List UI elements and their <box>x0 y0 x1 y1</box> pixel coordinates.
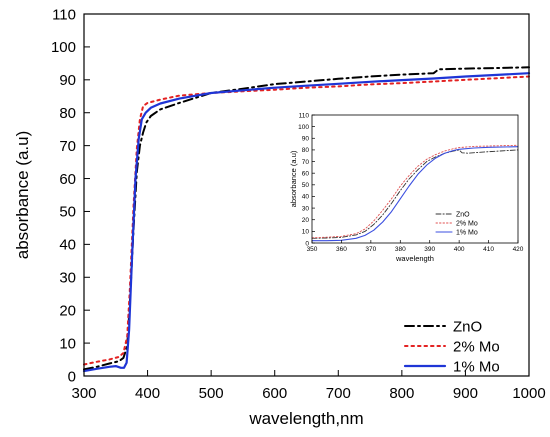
inset-y-tick-label: 20 <box>302 217 310 224</box>
main-y-tick-label: 60 <box>59 171 76 188</box>
inset-x-tick-label: 400 <box>454 246 465 253</box>
inset-series-line-2 <box>311 144 519 239</box>
main-y-axis-label: absorbance (a.u) <box>13 131 32 260</box>
main-plot-frame <box>83 13 530 377</box>
main-x-tick-label: 1000 <box>512 385 545 402</box>
inset-y-tick-label: 0 <box>305 240 309 247</box>
main-x-tick-label: 500 <box>199 385 224 402</box>
main-y-tick-label: 90 <box>59 72 76 89</box>
inset-legend-label-2: 2% Mo <box>456 220 478 227</box>
inset-x-tick-label: 410 <box>483 246 494 253</box>
inset-legend: ZnO 2% Mo 1% Mo <box>435 211 478 236</box>
inset-y-tick-label: 90 <box>302 136 310 143</box>
inset-y-tick-label: 50 <box>302 182 310 189</box>
main-chart: 300 400 500 600 700 800 900 1000010203040506070… <box>13 6 546 428</box>
main-x-tick-label: 300 <box>71 385 96 402</box>
main-series-line-2 <box>83 75 530 366</box>
inset-y-tick-label: 40 <box>302 194 310 201</box>
inset-y-tick-label: 60 <box>302 170 310 177</box>
main-x-tick-label: 600 <box>262 385 287 402</box>
main-legend-label-1: ZnO <box>453 318 482 335</box>
main-y-tick-label: 40 <box>59 237 76 254</box>
inset-series-line-3 <box>311 146 519 242</box>
inset-y-tick-label: 100 <box>298 124 309 131</box>
main-y-tick-label: 70 <box>59 138 76 155</box>
main-y-tick-label: 100 <box>51 39 76 56</box>
main-series-line-3 <box>82 72 531 373</box>
main-x-tick-label: 400 <box>135 385 160 402</box>
inset-y-tick-label: 10 <box>302 229 310 236</box>
inset-chart: 350 360 370 380 390 400 410 420 0 10 20 30 40 50 60 70 8… <box>289 112 524 263</box>
inset-x-tick-label: 390 <box>424 246 435 253</box>
main-y-tick-label: 10 <box>59 335 76 352</box>
main-legend: ZnO 2% Mo 1% Mo <box>403 318 500 375</box>
inset-x-axis-label: wavelength <box>395 254 434 263</box>
inset-y-tick-label: 110 <box>299 112 310 119</box>
inset-x-tick-label: 380 <box>395 246 406 253</box>
main-series-line-1 <box>83 66 530 371</box>
inset-x-tick-label: 420 <box>513 246 524 253</box>
inset-series-line-1 <box>311 149 519 239</box>
main-y-tick-label: 50 <box>59 204 76 221</box>
main-legend-label-3: 1% Mo <box>453 358 500 375</box>
inset-x-tick-label: 350 <box>307 246 318 253</box>
main-y-tick-label: 0 <box>68 368 76 385</box>
main-legend-label-2: 2% Mo <box>453 338 500 355</box>
inset-y-tick-label: 70 <box>302 159 310 166</box>
inset-y-axis-label: absorbance (a.u) <box>289 150 298 207</box>
inset-x-tick-label: 370 <box>365 246 376 253</box>
inset-y-tick-label: 80 <box>302 147 310 154</box>
inset-legend-label-3: 1% Mo <box>456 229 478 236</box>
inset-x-tick-label: 360 <box>336 246 347 253</box>
main-x-tick-label: 700 <box>326 385 351 402</box>
inset-legend-label-1: ZnO <box>456 211 470 218</box>
main-y-tick-label: 20 <box>59 302 76 319</box>
main-y-tick-label: 30 <box>59 270 76 287</box>
main-x-tick-label: 800 <box>389 385 414 402</box>
main-y-tick-label: 110 <box>52 6 76 23</box>
inset-y-tick-label: 30 <box>302 205 310 212</box>
main-x-axis-label: wavelength,nm <box>248 409 363 428</box>
main-x-tick-label: 900 <box>453 385 478 402</box>
inset-plot-frame <box>311 114 519 244</box>
main-y-tick-label: 80 <box>59 105 76 122</box>
